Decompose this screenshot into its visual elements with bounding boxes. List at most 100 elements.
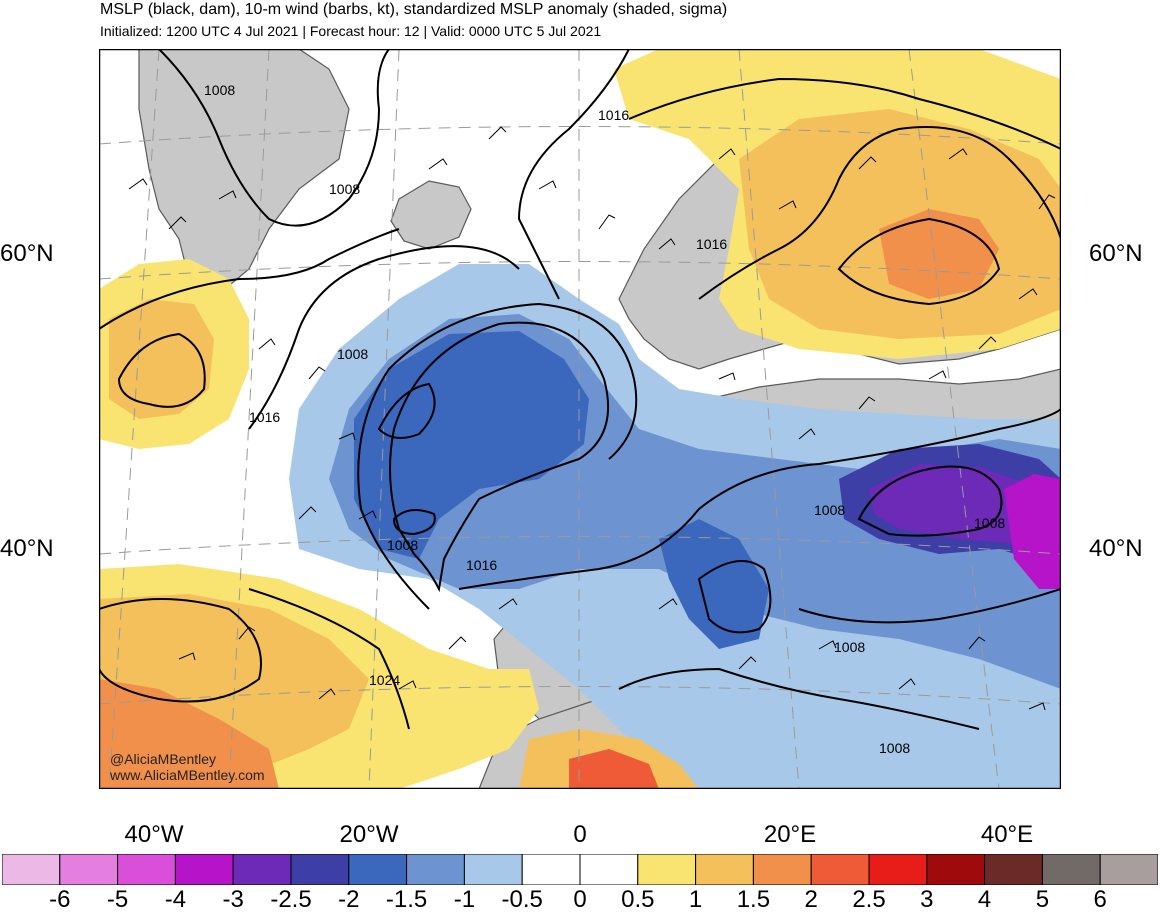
colorbar-tick-label: 0.5 [621,886,655,913]
colorbar-tick-label: 2 [804,886,818,913]
credit-handle: @AliciaMBentley [110,751,217,767]
isobar [389,321,610,593]
isobar [357,302,638,610]
isobar [158,49,390,227]
isobar [857,465,1003,537]
isobar [117,332,206,408]
lon-label-20w: 20°W [339,821,399,848]
mslp-contours [99,49,1061,730]
colorbar-tick-label: -1.5 [385,886,428,913]
anomaly-east-extreme [1004,474,1061,589]
colorbar-tick-label: -4 [164,886,187,913]
colorbar-swatch [59,854,119,885]
lat-label-right-60n: 60°N [1089,240,1143,267]
colorbar-swatch [637,854,697,885]
colorbar-swatch [810,854,870,885]
anomaly-sahara-core [569,749,659,789]
colorbar-swatch [695,854,754,885]
anomaly-azores-core [99,679,279,789]
lon-label-40e: 40°E [980,821,1034,848]
isobar [628,77,1061,150]
contour-label: 1008 [204,82,235,98]
colorbar-swatch [348,854,408,885]
anomaly-italy [659,519,769,649]
anomaly-atlantic-high-core [109,299,214,419]
lon-label-0: 0 [573,821,587,848]
contour-label: 1016 [249,409,280,425]
anomaly-shading [99,49,1061,789]
credit-website: www.AliciaMBentley.com [110,767,265,783]
meridian [738,49,800,789]
iceland [390,180,472,250]
colorbar-tick-label: -1 [453,886,476,913]
contour-label: 1008 [814,502,845,518]
contour-label: 1024 [369,672,400,688]
colorbar-swatch [463,854,523,885]
chart-title: MSLP (black, dam), 10-m wind (barbs, kt)… [100,1,728,18]
isobar [99,598,262,703]
contour-label: 1016 [696,236,727,252]
colorbar-swatch [117,854,176,885]
contour-label: 1008 [337,346,368,362]
colorbar-swatch [232,854,292,885]
colorbar-tick-label: 2.5 [852,886,886,913]
contour-label: 1008 [879,740,910,756]
contour-labels: 1008 1008 1016 1016 1008 1016 1008 1016 … [204,82,1005,756]
meridian [908,49,1000,789]
contour-label: 1008 [834,639,865,655]
greenland [138,49,350,295]
colorbar-tick-label: -2.5 [270,886,312,913]
lon-label-20e: 20°E [763,821,817,848]
colorbar-tick-label: 4 [977,886,992,913]
isobar [798,588,1061,624]
colorbar-swatch [290,854,350,885]
lat-label-left-60n: 60°N [0,240,54,267]
parallel [99,126,1061,145]
isobar [837,217,1001,306]
isobar [698,126,1061,300]
colorbar-swatch [406,854,465,885]
isobar [517,49,630,300]
colorbar-swatch [1099,854,1158,885]
colorbar [2,854,1158,885]
colorbar-swatch [1041,854,1101,885]
colorbar-swatch [174,854,234,885]
colorbar-tick-label: 1 [688,886,703,913]
isobar [99,228,400,330]
lat-label-right-40n: 40°N [1089,535,1143,562]
parallel [99,261,1061,280]
colorbar-swatch [521,854,581,885]
isobar [697,560,772,634]
contour-label: 1008 [387,537,418,553]
colorbar-tick-label: -5 [106,886,129,913]
parallel [99,686,1061,705]
meridian [228,49,270,789]
colorbar-swatch [984,854,1043,885]
wind-barbs [128,126,1056,711]
colorbar-swatch [579,854,639,885]
contour-label: 1016 [466,557,497,573]
colorbar-tick-label: 6 [1093,886,1107,913]
contour-label: 1016 [598,107,629,123]
colorbar-tick-label: -0.5 [501,886,543,913]
meridian [108,49,160,789]
colorbar-swatch [926,854,986,885]
weather-map: 1008 1008 1016 1016 1008 1016 1008 1016 … [99,49,1061,789]
isobar [248,588,410,730]
colorbar-tick-label: -3 [222,886,244,913]
colorbar-swatch [752,854,812,885]
isobar [248,245,520,430]
isobar [377,382,436,439]
contour-label: 1008 [329,181,360,197]
isobar [618,667,980,730]
colorbar-tick-label: 1.5 [736,886,771,913]
lon-label-40w: 40°W [124,821,184,848]
isobar [458,408,1061,590]
map-frame [99,49,1061,789]
colorbar-tick-label: -2 [338,886,360,913]
parallel [99,536,1061,555]
colorbar-swatch [2,854,61,885]
contour-label: 1008 [974,515,1005,531]
colorbar-tick-label: 3 [920,886,934,913]
colorbar-tick-label: 5 [1035,886,1050,913]
